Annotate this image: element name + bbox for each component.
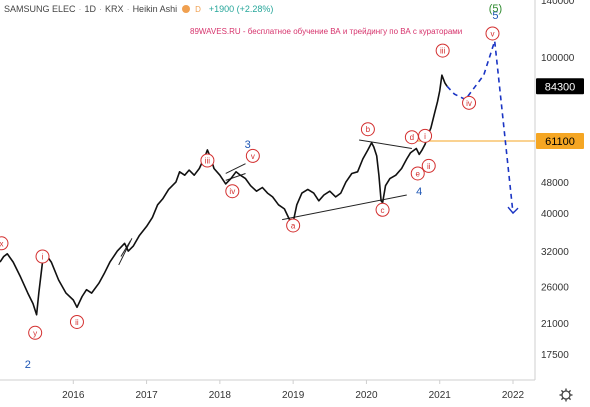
wave-label-circle <box>286 218 301 233</box>
major-wave-label: 4 <box>416 186 422 198</box>
y-tick-label: 140000 <box>541 0 575 7</box>
wave-label: b <box>366 125 371 134</box>
x-tick-label: 2019 <box>282 390 305 401</box>
trendline <box>359 139 412 149</box>
chart-header: SAMSUNG ELEC · 1D · KRX · Heikin Ashi D … <box>4 4 273 14</box>
wave-label: iv <box>466 99 472 108</box>
forecast-arrowhead <box>507 206 519 215</box>
trendline <box>118 238 133 266</box>
wave-label-circle <box>360 122 375 137</box>
wave-label: d <box>410 133 414 142</box>
wave-label: c <box>381 206 385 215</box>
wave-label-circle <box>69 314 84 329</box>
wave-label-circle <box>410 166 425 181</box>
wave-label: ii <box>427 162 431 171</box>
wave-label: iii <box>205 157 211 166</box>
x-tick-label: 2022 <box>502 390 525 401</box>
wave-label-circle <box>35 249 50 264</box>
price-series-line <box>0 74 448 316</box>
chart-style-label[interactable]: Heikin Ashi <box>132 4 178 14</box>
wave-label-circle <box>435 43 450 58</box>
interval-label[interactable]: 1D <box>84 4 97 14</box>
promo-banner[interactable]: 89WAVES.RU - бесплатное обучение ВА и тр… <box>190 27 463 36</box>
x-tick-label: 2021 <box>429 390 452 401</box>
x-tick-label: 2018 <box>209 390 232 401</box>
wave-label: iv <box>229 187 235 196</box>
price-tag-label: 61100 <box>545 136 575 148</box>
y-tick-label: 17500 <box>541 350 569 361</box>
wave-label-circle <box>485 26 500 41</box>
wave-label: i <box>42 252 44 261</box>
symbol-name[interactable]: SAMSUNG ELEC <box>4 4 76 14</box>
wave-label-circle <box>375 202 390 217</box>
wave-label-circle <box>225 184 240 199</box>
wave-label: i <box>424 132 426 141</box>
price-change: +1900 (+2.28%) <box>208 4 274 14</box>
status-dot-icon <box>182 5 191 13</box>
y-tick-label: 40000 <box>541 209 569 220</box>
forecast-path <box>446 40 514 214</box>
wave-label: iii <box>440 47 446 56</box>
wave-label: ii <box>75 318 79 327</box>
trendline <box>225 163 246 174</box>
separator-dot: · <box>99 4 103 14</box>
wave-label: v <box>490 29 494 38</box>
y-tick-label: 48000 <box>541 178 569 189</box>
major-wave-label: 3 <box>245 139 251 151</box>
x-tick-label: 2016 <box>62 390 85 401</box>
wave-label-circle <box>418 128 433 143</box>
major-wave-label: 5 <box>492 10 498 22</box>
wave-label-circle <box>245 148 260 163</box>
trendline <box>282 194 407 221</box>
wave-label-circle <box>462 95 477 110</box>
wave-label: a <box>291 221 296 230</box>
wave-label-circle <box>0 236 9 251</box>
trendline <box>225 173 246 181</box>
y-tick-label: 32000 <box>541 247 569 258</box>
y-tick-label: 100000 <box>541 53 575 64</box>
separator-dot: · <box>126 4 130 14</box>
separator-dot: · <box>78 4 82 14</box>
x-tick-label: 2020 <box>355 390 378 401</box>
y-tick-label: 21000 <box>541 319 569 330</box>
exchange-label: KRX <box>105 4 124 14</box>
wave-label-circle <box>28 325 43 340</box>
current-price-tag <box>536 78 584 95</box>
cycle-wave-label: (5) <box>489 3 502 15</box>
badge: D <box>195 4 201 14</box>
y-tick-label: 26000 <box>541 282 569 293</box>
wave-label: x <box>0 239 3 248</box>
x-tick-label: 2017 <box>135 390 158 401</box>
price-tag-label: 84300 <box>545 81 576 93</box>
wave-label: e <box>416 169 421 178</box>
level-price-tag <box>536 133 584 150</box>
wave-label: v <box>251 152 255 161</box>
wave-label-circle <box>421 158 436 173</box>
major-wave-label: 2 <box>25 359 31 371</box>
wave-label-circle <box>200 153 215 168</box>
gear-icon[interactable] <box>559 388 573 402</box>
wave-label: y <box>33 329 37 338</box>
